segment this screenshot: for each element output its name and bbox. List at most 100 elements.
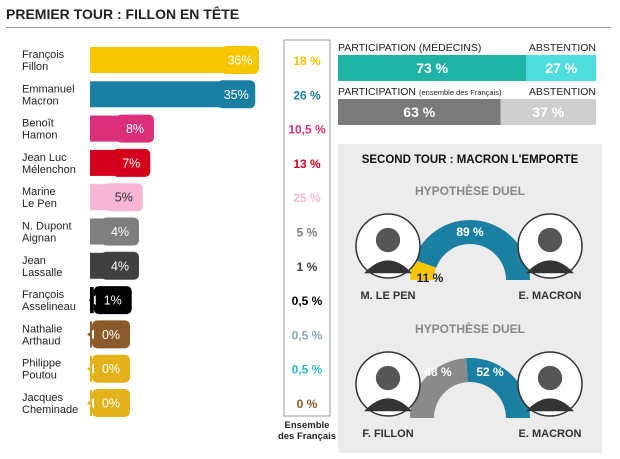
candidate-name: Philippe	[22, 358, 61, 370]
participation-label: PARTICIPATION (ensemble des Français)	[338, 86, 502, 98]
candidate-name: Arthaud	[22, 335, 61, 347]
abstention-bar	[500, 99, 596, 125]
candidate-name: Marine	[22, 186, 56, 198]
value-bubble	[88, 286, 132, 315]
right-candidate-name: E. MACRON	[519, 290, 582, 302]
value-bubble	[87, 320, 130, 349]
left-candidate-name: F. FILLON	[362, 428, 413, 440]
candidate-name: N. Dupont	[22, 221, 72, 233]
ensemble-value: 0,5 %	[292, 294, 323, 308]
portrait-head	[375, 365, 401, 391]
value-label: 36%	[227, 54, 252, 68]
candidate-name: Benoît	[22, 118, 54, 130]
ensemble-column-label: des Français	[278, 431, 336, 442]
duel-heading: HYPOTHÈSE DUEL	[415, 321, 525, 336]
ensemble-value: 13 %	[293, 157, 321, 171]
candidate-name: Aignan	[22, 233, 56, 245]
candidate-name: Lassalle	[22, 267, 62, 279]
candidate-name: Nathalie	[22, 323, 62, 335]
value-bubble	[87, 354, 130, 383]
abstention-label: ABSTENTION	[529, 86, 596, 98]
participation-value: 73 %	[416, 60, 448, 76]
abstention-bar	[526, 55, 596, 81]
value-bubble	[96, 217, 139, 246]
ensemble-value: 10,5 %	[288, 123, 326, 137]
duel-heading: HYPOTHÈSE DUEL	[415, 183, 525, 198]
candidate-name: Hamon	[22, 130, 57, 142]
abstention-value: 37 %	[532, 104, 564, 120]
value-label: 4%	[111, 259, 129, 273]
candidate-name: Fillon	[22, 61, 48, 73]
duel-block: HYPOTHÈSE DUEL 48 % 52 % F. FILLON E. MACRON	[355, 321, 583, 440]
left-share-value: 11 %	[417, 271, 444, 285]
portrait-icon	[517, 213, 583, 279]
portrait-shoulders	[364, 260, 412, 274]
candidate-name: Emmanuel	[22, 83, 75, 95]
vote-bar	[90, 47, 225, 73]
ensemble-column-label: Ensemble	[285, 420, 330, 431]
participation-sublabel: (ensemble des Français)	[419, 88, 502, 97]
value-bubble	[111, 114, 154, 143]
value-bubble	[96, 251, 139, 280]
right-candidate-name: E. MACRON	[519, 428, 582, 440]
value-label: 5%	[115, 191, 133, 205]
candidate-name: François	[22, 49, 65, 61]
participation-bar	[338, 55, 527, 81]
left-candidate-name: M. LE PEN	[360, 290, 415, 302]
candidate-name: Macron	[22, 95, 59, 107]
portrait-shoulders	[526, 260, 574, 274]
right-share-value: 89 %	[456, 225, 484, 239]
left-share-arc	[410, 259, 437, 280]
portrait-head	[537, 227, 563, 253]
candidate-name: François	[22, 289, 65, 301]
candidate-name: Cheminade	[22, 404, 78, 416]
ensemble-column-box	[283, 39, 331, 417]
page-title: PREMIER TOUR : FILLON EN TÊTE	[6, 6, 240, 22]
participation-label: PARTICIPATION (MÉDECINS)	[338, 41, 481, 54]
ensemble-value: 1 %	[297, 260, 318, 274]
candidate-name: Poutou	[22, 370, 57, 382]
ensemble-value: 18 %	[293, 54, 321, 68]
value-label: 8%	[126, 122, 144, 136]
portrait-icon	[517, 351, 583, 417]
duel-block: HYPOTHÈSE DUEL 11 % 89 % M. LE PEN E. MACRON	[355, 183, 583, 302]
right-share-value: 52 %	[476, 365, 504, 379]
abstention-value: 27 %	[545, 60, 577, 76]
candidate-name: Asselineau	[22, 301, 76, 313]
portrait-head	[375, 227, 401, 253]
candidate-name: Mélenchon	[22, 164, 76, 176]
participation-block: PARTICIPATION (ensemble des Français) ABST…	[338, 86, 596, 125]
value-label: 4%	[111, 225, 129, 239]
participation-block: PARTICIPATION (MÉDECINS) ABSTENTION 73 % 27…	[338, 41, 596, 81]
portrait-icon	[355, 213, 421, 279]
ensemble-value: 0 %	[297, 397, 318, 411]
participation-value: 63 %	[403, 104, 435, 120]
title-divider	[6, 27, 611, 28]
value-label: 0%	[102, 362, 120, 376]
value-label: 1%	[104, 294, 122, 308]
value-label: 7%	[122, 156, 140, 170]
value-bubble	[99, 183, 143, 212]
value-label: 0%	[102, 328, 120, 342]
value-label: 35%	[224, 88, 249, 102]
second-round-title: SECOND TOUR : MACRON L'EMPORTE	[362, 154, 579, 166]
value-bubble	[87, 389, 130, 417]
portrait-shoulders	[526, 398, 574, 412]
right-share-arc	[413, 219, 530, 280]
ensemble-value: 0,5 %	[292, 363, 323, 377]
right-share-arc	[466, 358, 530, 418]
portrait-shoulders	[364, 398, 412, 412]
vote-bar	[90, 81, 222, 108]
value-bubble	[107, 148, 151, 177]
left-share-arc	[410, 358, 468, 418]
